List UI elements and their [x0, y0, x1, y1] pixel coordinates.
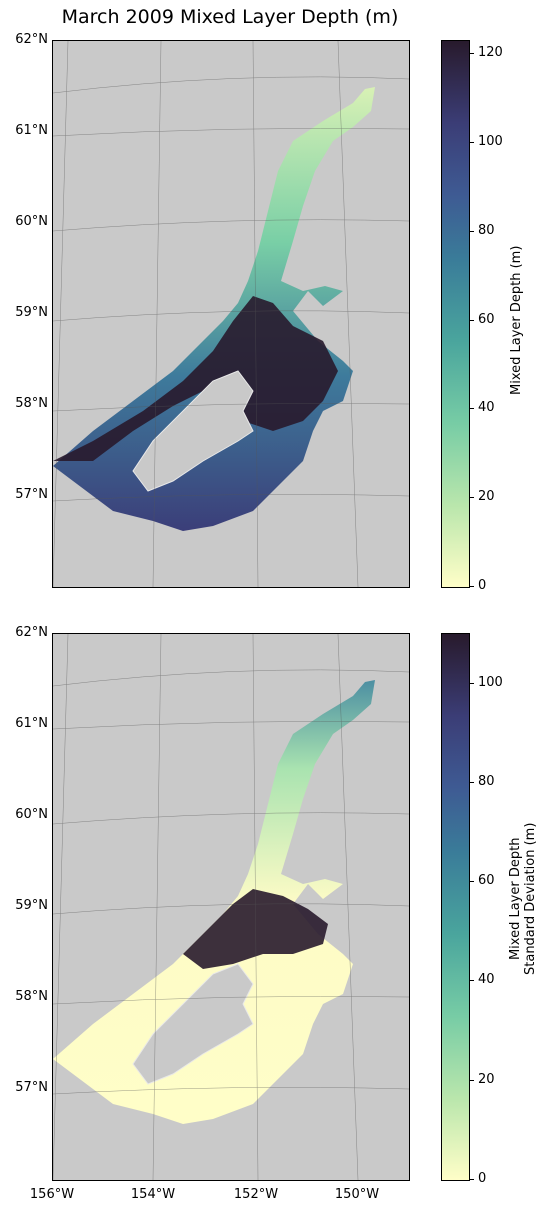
colorbar-tick-mark	[469, 142, 474, 144]
lon-label: 154°W	[130, 1187, 176, 1202]
colorbar-tick-label: 100	[478, 134, 503, 150]
colorbar-tick-mark	[469, 319, 474, 321]
colorbar-tick-label: 0	[478, 578, 487, 593]
lat-label: 58°N	[15, 989, 48, 1004]
lat-label: 57°N	[15, 487, 48, 502]
colorbar-tick-mark	[469, 53, 474, 55]
lat-label: 59°N	[15, 898, 48, 913]
figure-title: March 2009 Mixed Layer Depth (m)	[61, 6, 399, 28]
colorbar-tick-label: 40	[478, 972, 495, 988]
lon-label: 152°W	[233, 1187, 279, 1202]
colorbar-label-line: Mixed Layer Depth	[508, 837, 523, 961]
lat-label: 62°N	[15, 625, 48, 640]
colorbar-tick-label: 40	[478, 400, 495, 416]
deep-core	[53, 296, 338, 461]
map-svg-mld	[53, 41, 409, 587]
colorbar-tick-mark	[469, 980, 474, 982]
ocean-field-std	[53, 680, 375, 1124]
lat-label: 61°N	[15, 123, 48, 138]
colorbar-tick-mark	[469, 497, 474, 499]
colorbar-tick-mark	[469, 1179, 474, 1180]
map-panel-std	[52, 633, 410, 1181]
kodiak-island	[132, 370, 254, 492]
colorbar-label-line: Mixed Layer Depth (m)	[509, 245, 524, 395]
colorbar-tick-mark	[469, 881, 474, 883]
lon-label: 156°W	[29, 1187, 75, 1202]
lat-label: 62°N	[15, 32, 48, 47]
colorbar-tick-label: 60	[478, 873, 495, 889]
lon-label: 150°W	[334, 1187, 380, 1202]
graticule	[53, 41, 409, 587]
colorbar-tick-label: 80	[478, 222, 495, 238]
colorbar-tick-mark	[469, 230, 474, 232]
colorbar-label-std: Mixed Layer Depth Standard Deviation (m)	[508, 823, 538, 975]
lat-label: 61°N	[15, 716, 48, 731]
lat-label: 59°N	[15, 305, 48, 320]
map-panel-mld	[52, 40, 410, 588]
lat-label: 57°N	[15, 1080, 48, 1095]
colorbar-tick-mark	[469, 682, 474, 684]
colorbar-tick-mark	[469, 781, 474, 783]
colorbar-tick-label: 100	[478, 674, 503, 690]
colorbar-tick-mark	[469, 408, 474, 410]
colorbar-tick-label: 20	[478, 489, 495, 505]
colorbar-tick-mark	[469, 586, 474, 587]
colorbar-tick-label: 60	[478, 311, 495, 327]
colorbar-tick-label: 120	[478, 45, 503, 61]
colorbar-std	[441, 633, 470, 1181]
colorbar-tick-label: 0	[478, 1171, 487, 1186]
map-svg-std	[53, 634, 409, 1180]
colorbar-tick-label: 80	[478, 773, 495, 789]
colorbar-label-mld: Mixed Layer Depth (m)	[509, 246, 524, 395]
ocean-field	[53, 87, 375, 531]
lat-label: 60°N	[15, 214, 48, 229]
graticule-std	[53, 634, 409, 1180]
kodiak-island-std	[132, 963, 254, 1085]
colorbar-label-line: Standard Deviation (m)	[523, 822, 538, 975]
colorbar-tick-mark	[469, 1079, 474, 1081]
lat-label: 58°N	[15, 396, 48, 411]
colorbar-mld	[441, 40, 470, 588]
lat-label: 60°N	[15, 807, 48, 822]
colorbar-tick-label: 20	[478, 1071, 495, 1087]
